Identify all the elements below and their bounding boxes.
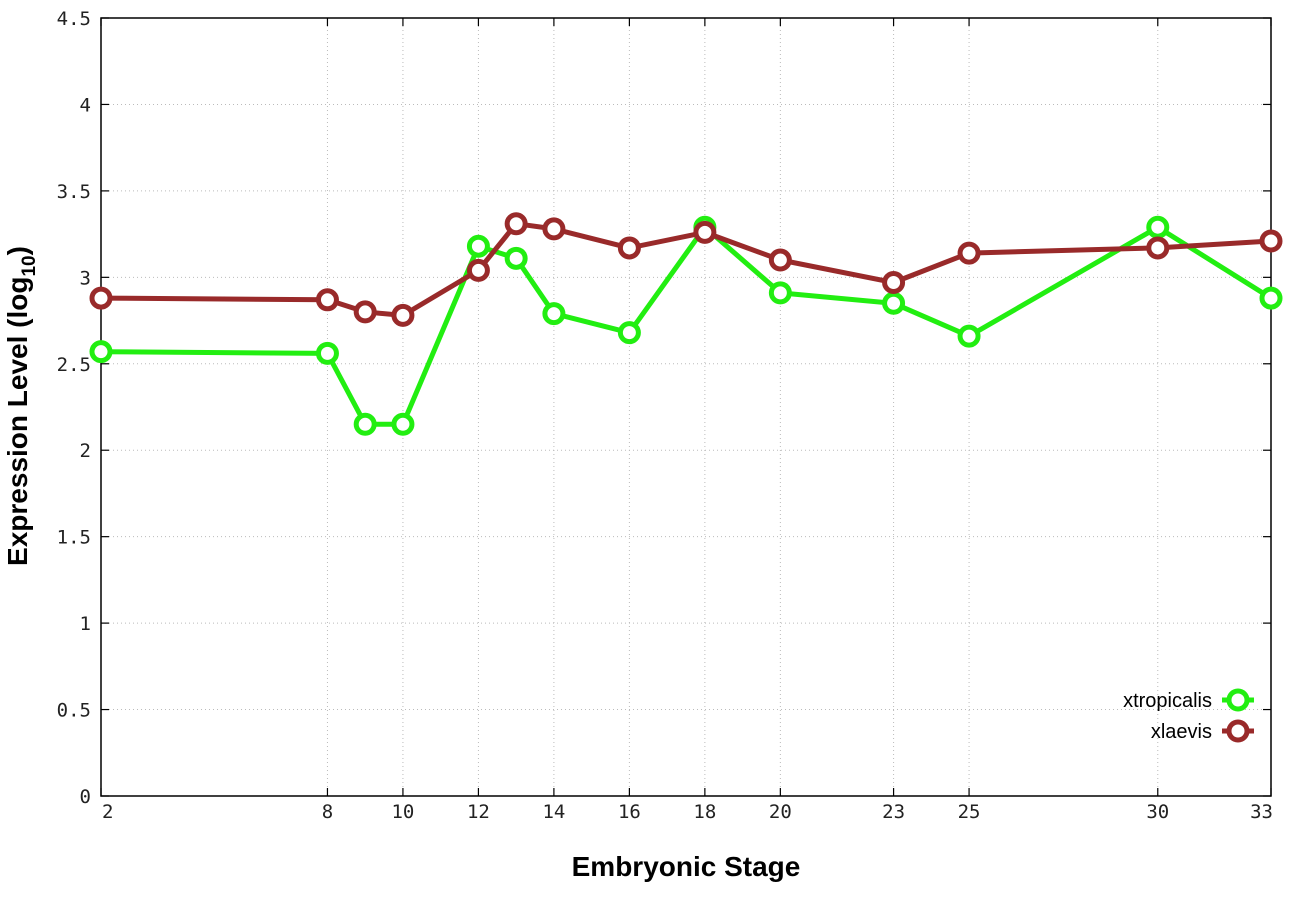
data-point-xlaevis (882, 271, 906, 295)
data-point-xlaevis (617, 236, 641, 260)
y-tick-label: 2 (80, 440, 91, 462)
data-point-xtropicalis (315, 341, 339, 365)
data-point-xlaevis (957, 241, 981, 265)
y-tick-label: 3.5 (57, 181, 91, 203)
y-axis-title-close: ) (2, 246, 33, 255)
legend-label-xtropicalis: xtropicalis (1123, 690, 1212, 712)
plot-frame (100, 17, 1272, 797)
data-point-xlaevis (768, 248, 792, 272)
legend-label-xlaevis: xlaevis (1151, 721, 1212, 743)
data-point-xlaevis (353, 300, 377, 324)
legend-item-xtropicalis: xtropicalis (1123, 688, 1254, 712)
data-point-xtropicalis (957, 324, 981, 348)
y-tick-label: 3 (80, 267, 91, 289)
x-tick-label: 23 (882, 801, 905, 823)
series-xlaevis (89, 212, 1283, 327)
data-point-xlaevis (1146, 236, 1170, 260)
legend-item-xlaevis: xlaevis (1151, 719, 1254, 743)
grid (101, 18, 1271, 796)
y-tick-label: 0.5 (57, 700, 91, 722)
data-point-xtropicalis (1146, 215, 1170, 239)
data-point-xlaevis (542, 217, 566, 241)
x-axis-title: Embryonic Stage (572, 851, 801, 882)
data-point-xtropicalis (1259, 286, 1283, 310)
x-tick-label: 20 (769, 801, 792, 823)
series-layer (89, 212, 1283, 436)
y-tick-label: 1 (80, 613, 91, 635)
data-point-xtropicalis (882, 291, 906, 315)
data-point-xlaevis (391, 303, 415, 327)
y-axis-title: Expression Level (log10) (2, 246, 40, 566)
data-point-xlaevis (693, 220, 717, 244)
legend-marker-xtropicalis (1226, 688, 1250, 712)
y-axis-title-subscript: 10 (19, 255, 40, 276)
series-line-xlaevis (100, 221, 1272, 318)
data-point-xlaevis (504, 212, 528, 236)
data-point-xtropicalis (768, 281, 792, 305)
y-tick-label: 1.5 (57, 527, 91, 549)
data-point-xtropicalis (353, 412, 377, 436)
x-tick-label: 30 (1146, 801, 1169, 823)
x-tick-label: 10 (391, 801, 414, 823)
x-tick-label: 2 (102, 801, 113, 823)
series-xtropicalis (89, 215, 1283, 436)
y-tick-label: 4 (80, 94, 91, 116)
x-tick-label: 25 (958, 801, 981, 823)
data-point-xlaevis (1259, 229, 1283, 253)
x-tick-label: 8 (322, 801, 333, 823)
y-axis-title-main: Expression Level (log (2, 277, 33, 566)
axis-ticks: 0 0.5 1 1.5 2 2.5 3 3.5 4 4.5 2 8 10 12 14 16 18 20 23 25 30… (57, 8, 1273, 823)
data-point-xlaevis (315, 288, 339, 312)
data-point-xtropicalis (542, 302, 566, 326)
x-tick-label: 16 (618, 801, 641, 823)
x-tick-label: 14 (542, 801, 565, 823)
data-point-xtropicalis (504, 246, 528, 270)
data-point-xtropicalis (89, 340, 113, 364)
y-tick-label: 2.5 (57, 354, 91, 376)
data-point-xtropicalis (617, 321, 641, 345)
legend: xtropicalis xlaevis (1123, 688, 1254, 743)
data-point-xlaevis (89, 286, 113, 310)
x-tick-label: 18 (693, 801, 716, 823)
y-tick-label: 4.5 (57, 8, 91, 30)
x-tick-label: 33 (1250, 801, 1273, 823)
legend-marker-xlaevis (1226, 719, 1250, 743)
y-tick-label: 0 (80, 786, 91, 808)
x-tick-label: 12 (467, 801, 490, 823)
data-point-xtropicalis (391, 412, 415, 436)
series-line-xtropicalis (100, 224, 1273, 427)
data-point-xtropicalis (466, 234, 490, 258)
data-point-xlaevis (466, 258, 490, 282)
